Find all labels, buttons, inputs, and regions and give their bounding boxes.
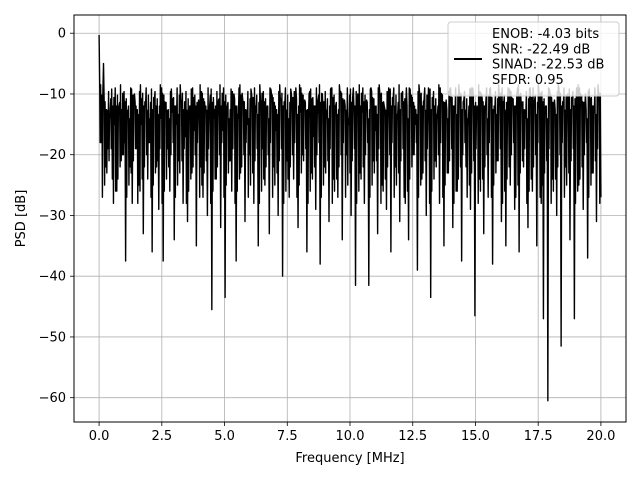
legend-snr: SNR: -22.49 dB [492, 42, 590, 57]
y-tick-label: −20 [39, 148, 66, 163]
y-axis-label: PSD [dB] [14, 190, 29, 248]
x-tick-label: 10.0 [336, 429, 365, 444]
x-tick-label: 2.5 [151, 429, 172, 444]
legend-sfdr: SFDR: 0.95 [492, 73, 564, 88]
y-tick-label: −30 [39, 209, 66, 224]
x-tick-label: 0.0 [89, 429, 110, 444]
y-tick-label: −40 [39, 270, 66, 285]
legend-enob: ENOB: -4.03 bits [492, 27, 599, 42]
y-tick-label: 0 [58, 27, 66, 42]
x-tick-label: 15.0 [461, 429, 490, 444]
x-axis: 0.0 2.5 5.0 7.5 10.0 12.5 15.0 17.5 20.0 [89, 422, 615, 444]
y-tick-label: −60 [39, 391, 66, 406]
y-axis: 0 −10 −20 −30 −40 −50 −60 [39, 27, 74, 406]
x-tick-label: 5.0 [214, 429, 235, 444]
y-tick-label: −50 [39, 330, 66, 345]
y-tick-label: −10 [39, 87, 66, 102]
legend-sinad: SINAD: -22.53 dB [492, 58, 604, 73]
x-axis-label: Frequency [MHz] [295, 451, 404, 466]
x-tick-label: 20.0 [586, 429, 615, 444]
x-tick-label: 7.5 [277, 429, 298, 444]
legend: ENOB: -4.03 bits SNR: -22.49 dB SINAD: -… [447, 21, 620, 97]
x-tick-label: 17.5 [524, 429, 553, 444]
x-tick-label: 12.5 [398, 429, 427, 444]
legend-box [447, 21, 620, 97]
